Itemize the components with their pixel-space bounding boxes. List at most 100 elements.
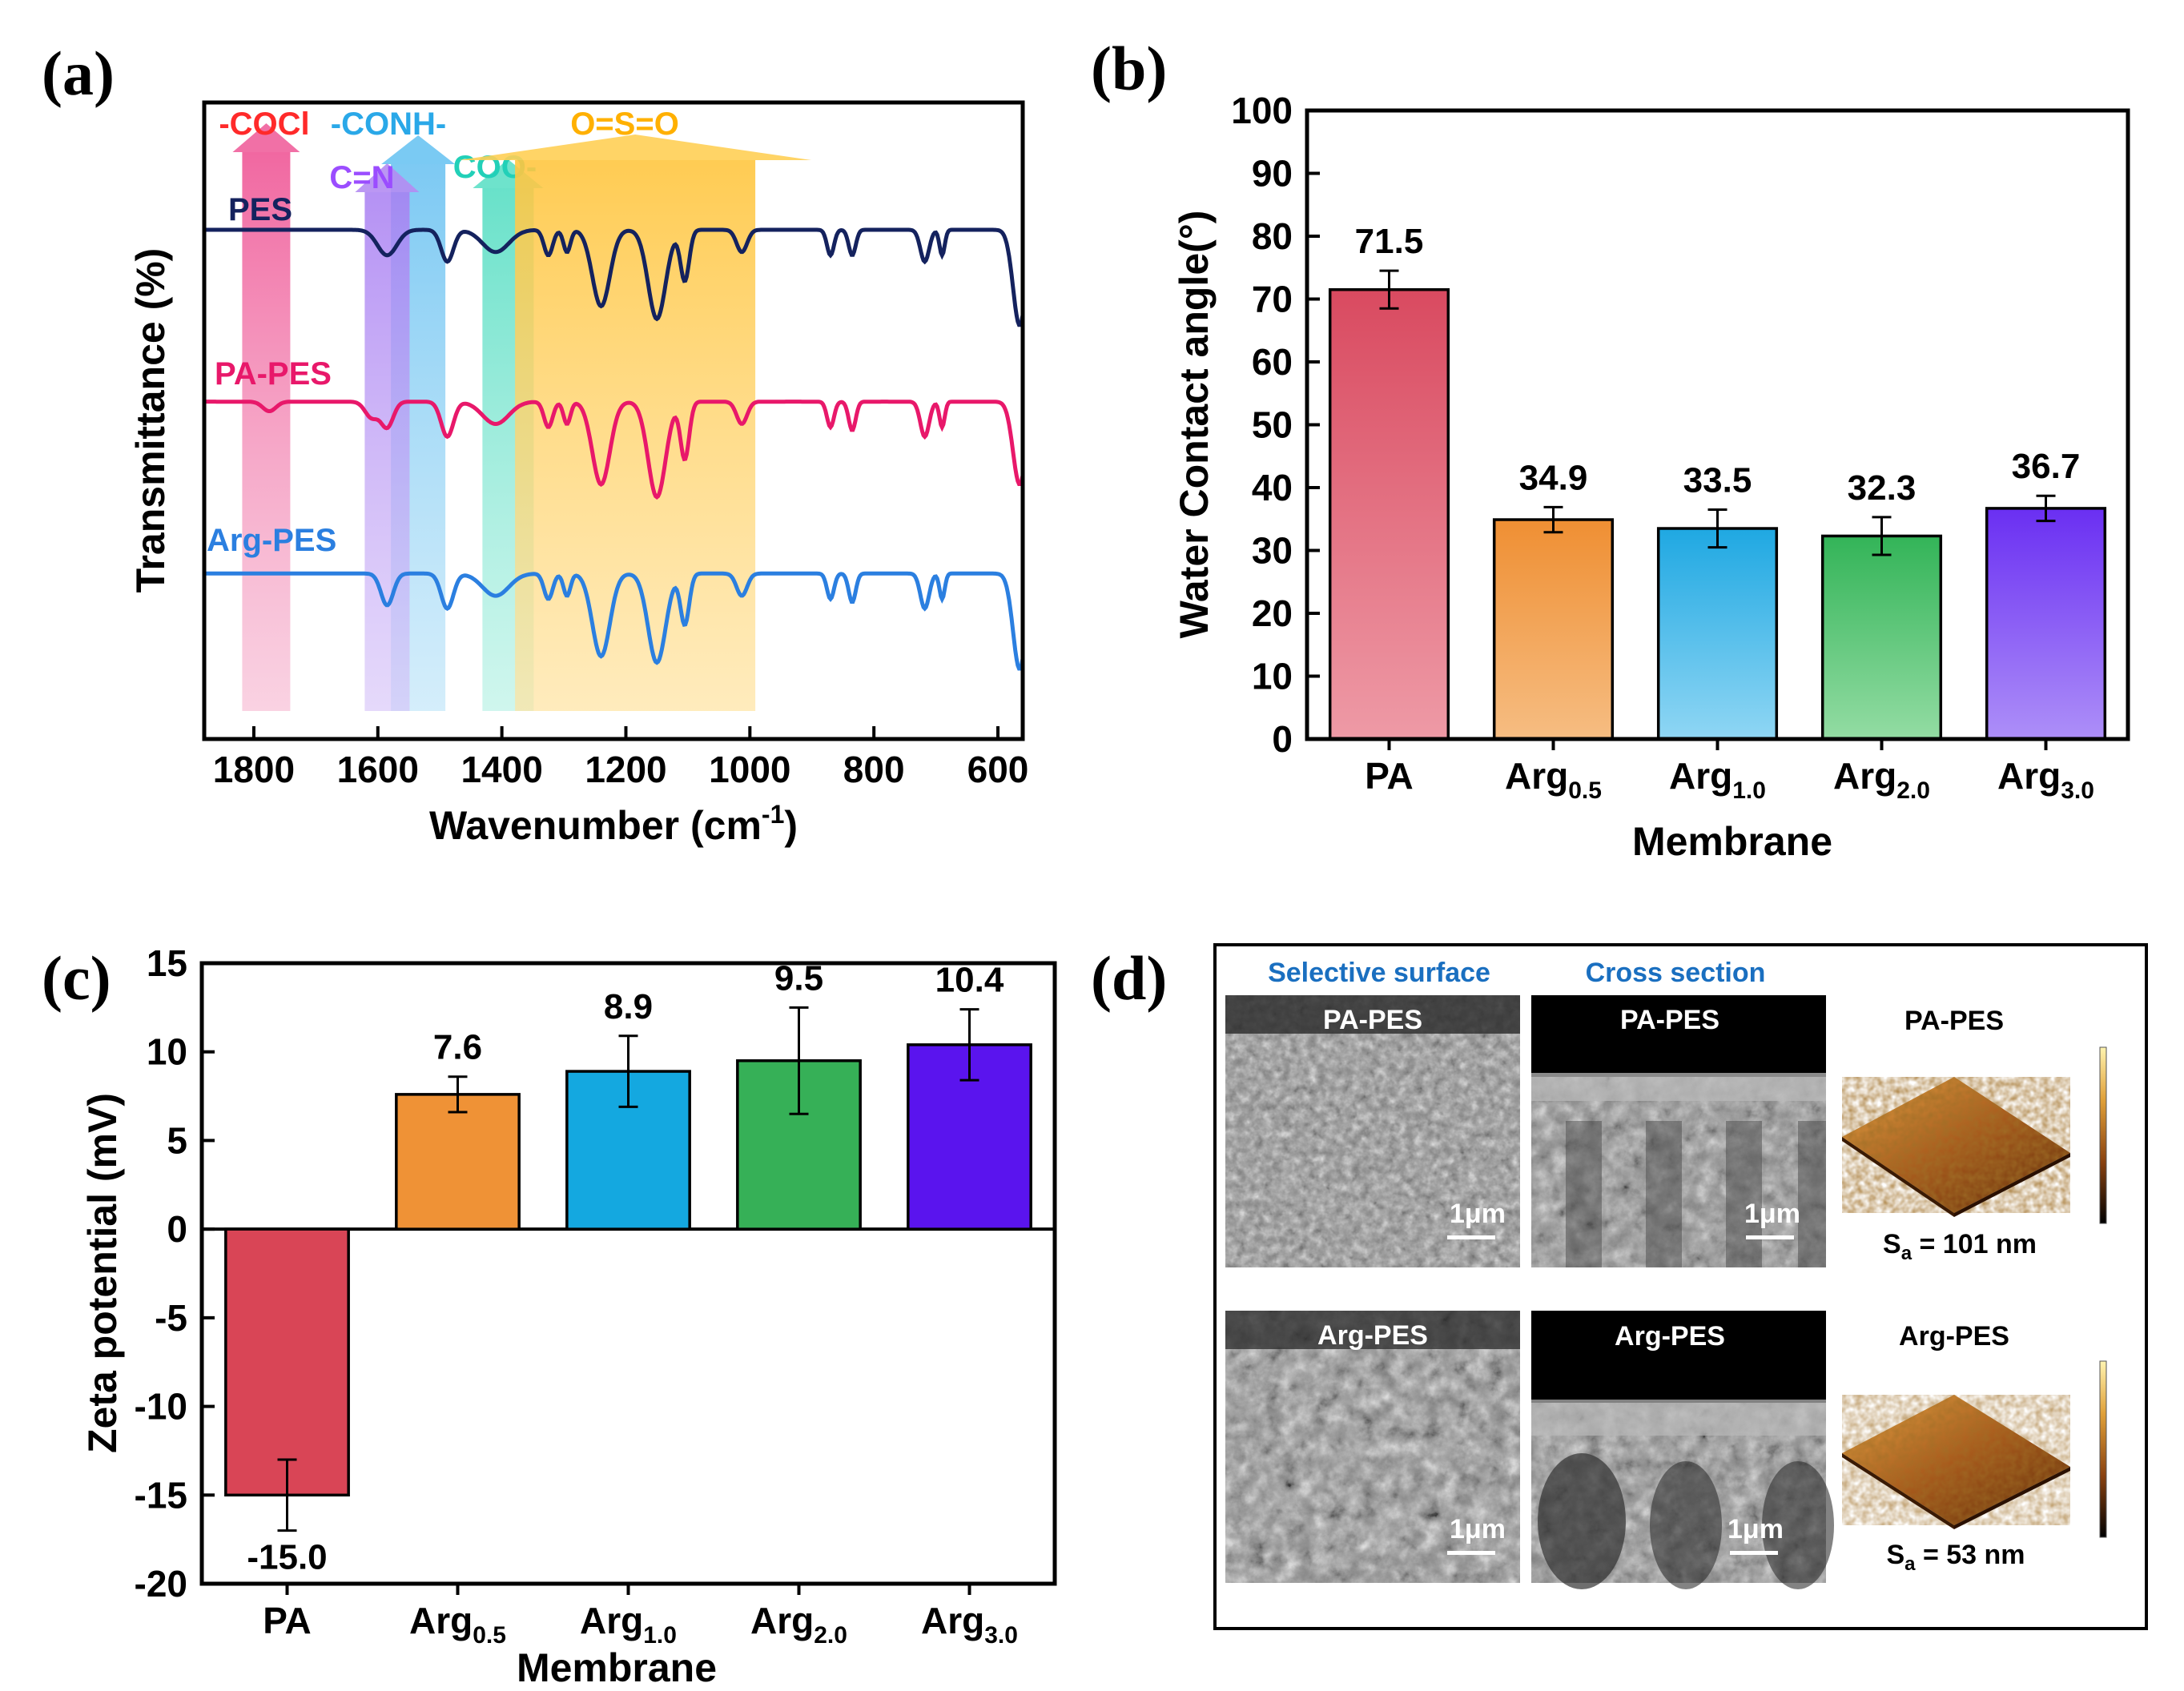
roughness-symbol: S — [1883, 1229, 1901, 1259]
panel-d-label: (d) — [1091, 943, 1167, 1013]
band-2: C=N — [329, 160, 420, 711]
category-sub: 2.0 — [814, 1622, 847, 1649]
sem-surface-pa-pes-label: PA-PES — [1323, 1005, 1422, 1035]
roughness-pa-pes: Sa = 101 nm — [1883, 1229, 2037, 1264]
band-arrowhead — [459, 135, 812, 160]
y-tick-label: 5 — [167, 1119, 187, 1161]
bar — [1656, 527, 1779, 741]
x-axis-title-b: Membrane — [1632, 819, 1832, 864]
panel-a-label: (a) — [42, 38, 115, 108]
category-sub: 1.0 — [643, 1622, 677, 1649]
data-label: 8.9 — [604, 987, 653, 1026]
scale-bar-label: 1μm — [1450, 1514, 1506, 1544]
category-base: Arg — [580, 1600, 643, 1641]
category-base: Arg — [1505, 755, 1568, 797]
ftir-absorption-bands: -COCl -CONH-C=N COO-O=S=O — [219, 106, 812, 711]
y-tick-label: 90 — [1252, 153, 1293, 195]
panel-a: (a) -COCl -CONH-C=N COO-O=S=O PESPA-PESArg… — [42, 38, 1028, 848]
scale-bar — [1447, 1235, 1495, 1239]
y-axis-title-a: Transmittance (%) — [128, 248, 173, 593]
y-tick-label: 40 — [1252, 467, 1293, 508]
band-4: O=S=O — [459, 106, 812, 711]
ftir-spectra: PES PA-PES Arg-PES — [204, 192, 1025, 671]
afm-arg-pes: Arg-PES Sa = 53 nm — [1842, 1321, 2107, 1575]
x-tick-label: Arg1.0 — [580, 1600, 677, 1649]
data-label: 36.7 — [2012, 447, 2081, 486]
category-base: PA — [263, 1600, 312, 1641]
x-tick-label: 1000 — [709, 749, 790, 790]
category-base: PA — [1365, 755, 1414, 797]
x-tick-label: 600 — [967, 749, 1029, 790]
band-arrowhead — [381, 135, 456, 164]
bars-c: -15.0 7.6 8.9 9.5 10.4 — [202, 958, 1055, 1577]
band-label: C=N — [329, 160, 394, 195]
y-tick-label: -10 — [135, 1386, 187, 1428]
x-axis-title-a-close: ) — [784, 803, 798, 848]
scale-bar-label: 1μm — [1450, 1199, 1506, 1229]
sem-cross-arg-pes-label: Arg-PES — [1615, 1321, 1725, 1352]
x-tick-label: Arg3.0 — [1997, 755, 2094, 804]
y-tick-label: -15 — [135, 1474, 187, 1516]
sem-surface-pa-pes: PA-PES 1μm — [1225, 995, 1520, 1267]
x-tick-label: Arg2.0 — [750, 1600, 847, 1649]
y-tick-label: 10 — [147, 1031, 187, 1073]
y-tick-label: 10 — [1252, 656, 1293, 697]
afm-colorbar — [2099, 1360, 2107, 1538]
y-tick-label: -5 — [155, 1297, 187, 1339]
x-tick-label: Arg2.0 — [1833, 755, 1930, 804]
category-sub: 2.0 — [1896, 777, 1930, 804]
data-label: 9.5 — [774, 958, 823, 998]
category-base: Arg — [1669, 755, 1732, 797]
y-tick-label: 70 — [1252, 279, 1293, 320]
bar — [224, 1227, 350, 1497]
sem-cross-pa-pes-label: PA-PES — [1620, 1005, 1719, 1035]
x-tick-label: Arg1.0 — [1669, 755, 1766, 804]
panel-b-label: (b) — [1091, 34, 1167, 103]
panel-d: (d) Selective surface Cross section PA-P… — [1091, 943, 2148, 1630]
x-tick-label: 1200 — [585, 749, 666, 790]
scale-bar-label: 1μm — [1744, 1199, 1800, 1229]
y-tick-label: 15 — [147, 942, 187, 984]
spectrum-label: PA-PES — [215, 356, 332, 392]
x-axis-title-a: Wavenumber (cm-1) — [429, 800, 798, 848]
x-axis-title-c: Membrane — [517, 1645, 717, 1690]
data-label: 10.4 — [935, 961, 1004, 1000]
category-sub: 1.0 — [1732, 777, 1766, 804]
roughness-value: = 101 nm — [1912, 1229, 2037, 1259]
category-base: Arg — [409, 1600, 473, 1641]
data-label: 32.3 — [1848, 468, 1917, 508]
x-tick-label: 1600 — [337, 749, 419, 790]
band-rect — [515, 160, 756, 711]
x-tick-label: Arg0.5 — [409, 1600, 506, 1649]
band-rect — [364, 192, 410, 711]
roughness-value: = 53 nm — [1916, 1540, 2025, 1570]
y-axis-title-b: Water Contact angle(°) — [1172, 211, 1217, 639]
spectrum-label: Arg-PES — [207, 523, 336, 558]
band-1: -CONH- — [331, 106, 456, 711]
category-base: Arg — [1997, 755, 2061, 797]
category-base: Arg — [1833, 755, 1896, 797]
bar — [1328, 287, 1450, 741]
spectrum-label: PES — [228, 192, 292, 227]
afm-pa-pes-label: PA-PES — [1904, 1006, 2004, 1036]
band-label: -CONH- — [331, 106, 446, 142]
y-axis-title-c: Zeta potential (mV) — [80, 1093, 125, 1453]
spectrum-arg-pes — [204, 571, 1025, 671]
x-axis-ticks-a: 1800 1600 1400 1200 1000 800 600 — [213, 726, 1029, 790]
data-label: 7.6 — [433, 1028, 482, 1067]
x-axis-categories-c: PA Arg0.5 Arg1.0 Arg2.0 Arg3.0 — [263, 1584, 1018, 1649]
y-tick-label: 50 — [1252, 404, 1293, 446]
roughness-sub: a — [1904, 1553, 1916, 1575]
bar — [395, 1093, 521, 1231]
band-arrowhead — [232, 123, 300, 152]
header-cross-section: Cross section — [1586, 958, 1766, 988]
data-label: 71.5 — [1355, 222, 1424, 261]
scale-bar — [1746, 1235, 1794, 1239]
data-label: 33.5 — [1683, 460, 1752, 500]
sem-cross-pa-pes: PA-PES 1μm — [1531, 995, 1826, 1267]
header-selective-surface: Selective surface — [1268, 958, 1490, 988]
sem-cross-arg-pes: Arg-PES 1μm — [1531, 1311, 1834, 1589]
y-tick-label: 60 — [1252, 341, 1293, 383]
band-0: -COCl — [219, 106, 310, 711]
